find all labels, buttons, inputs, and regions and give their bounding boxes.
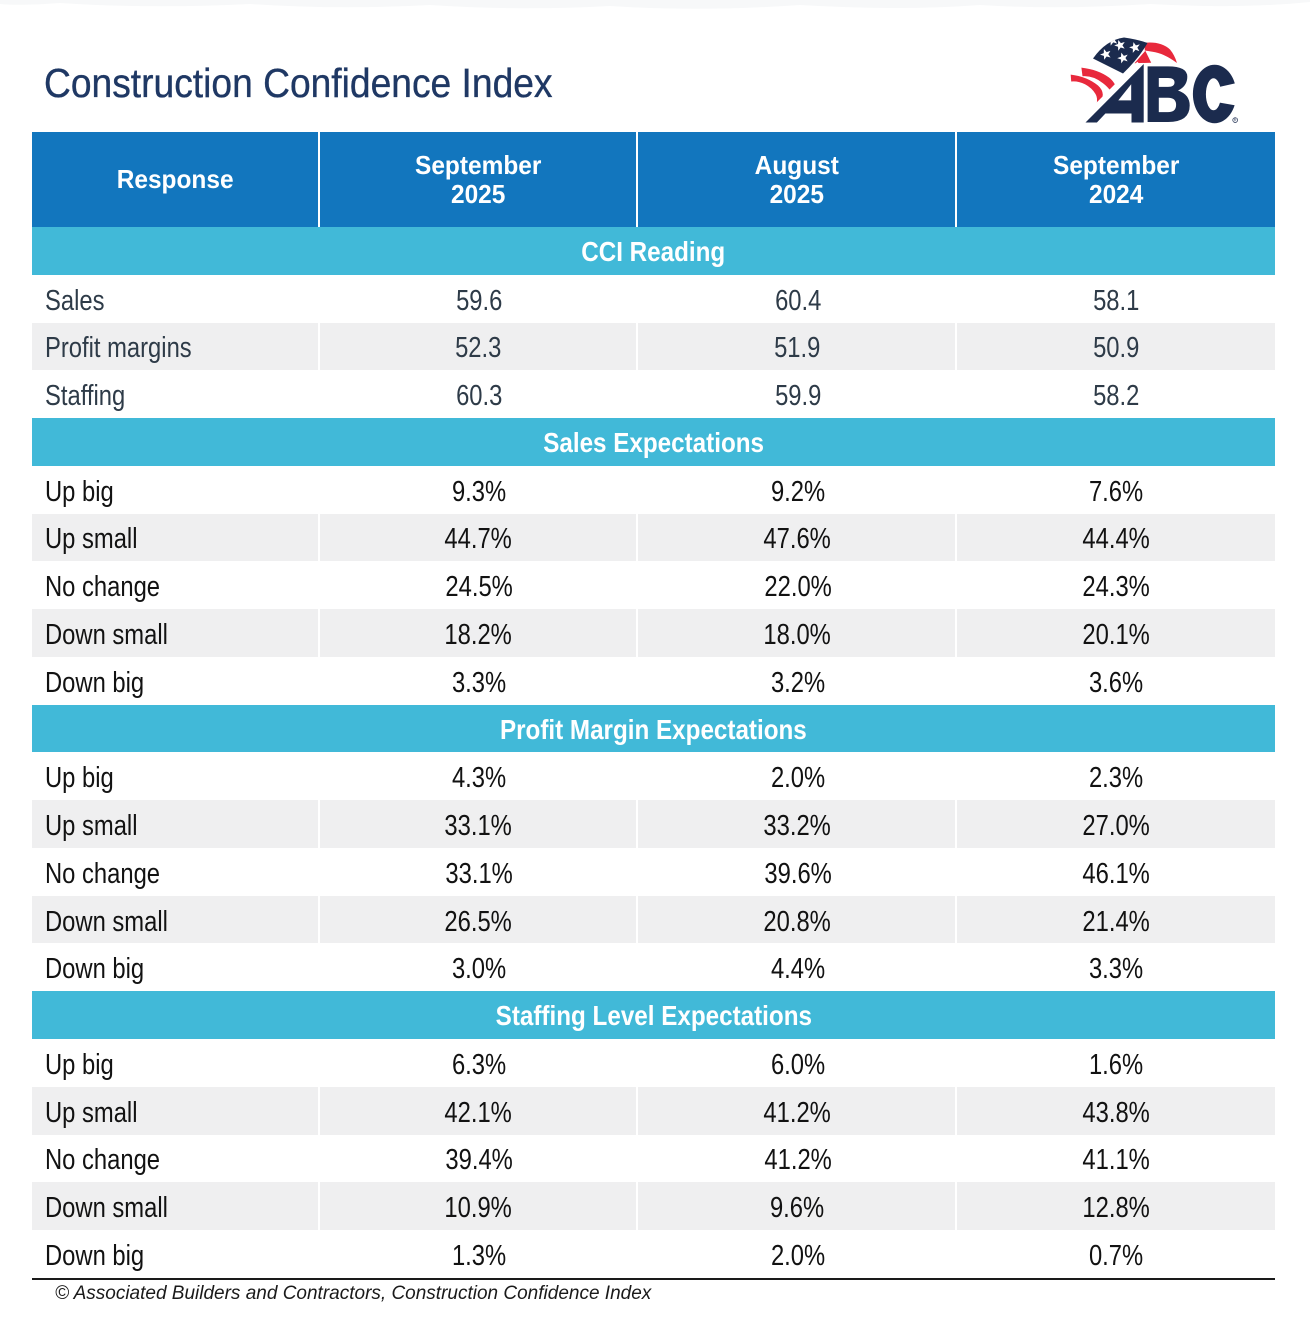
svg-text:R: R <box>1234 118 1237 123</box>
